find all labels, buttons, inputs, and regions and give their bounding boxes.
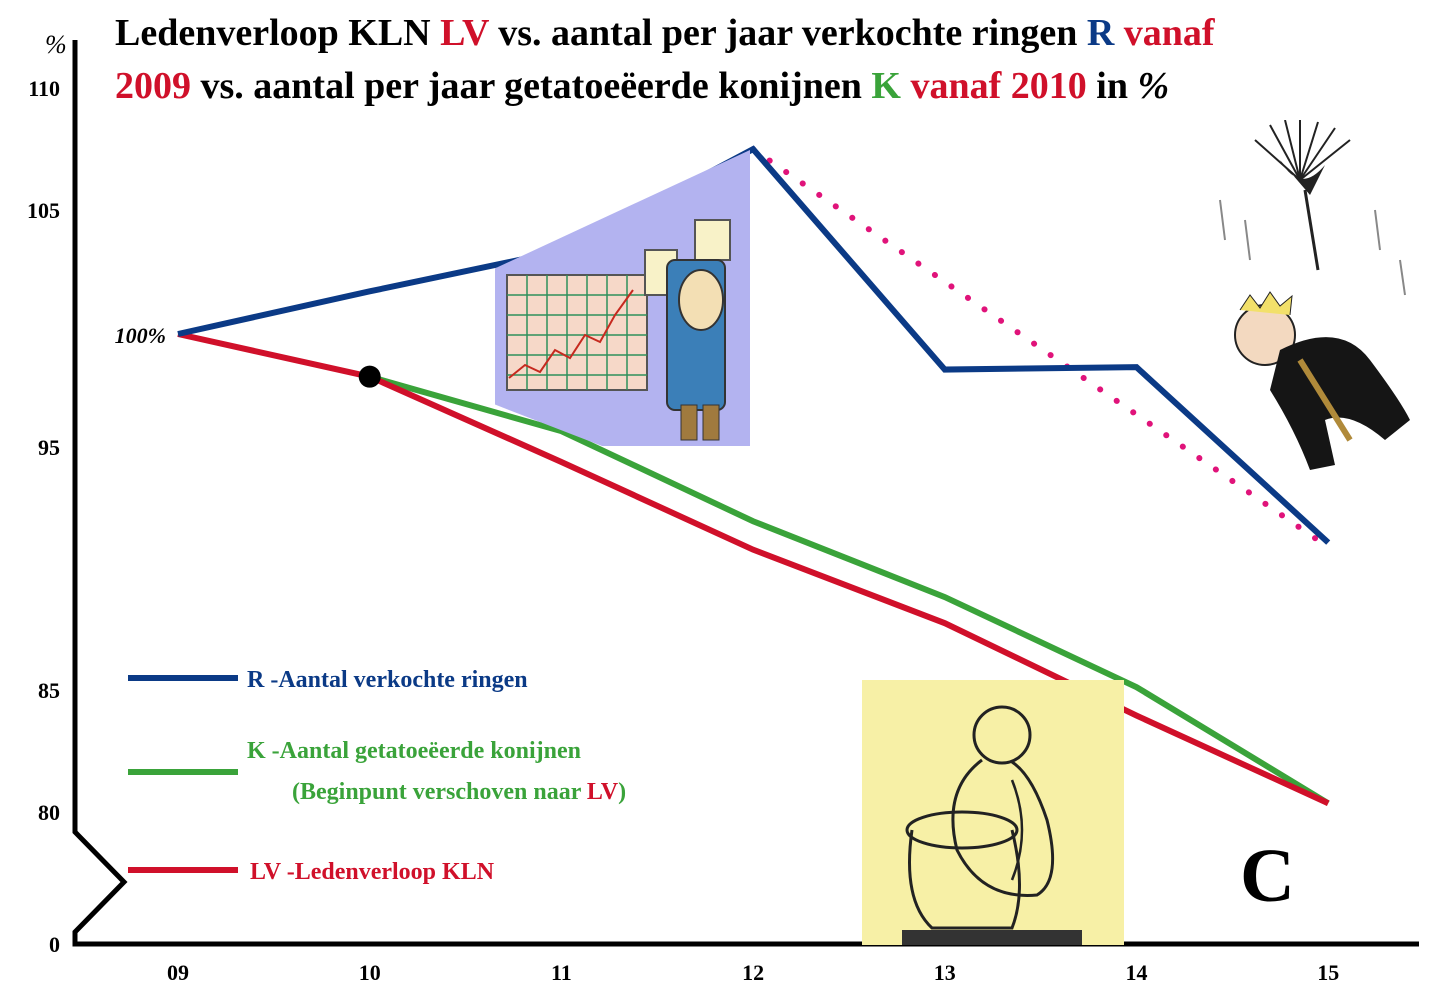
series-line-r <box>177 145 1331 545</box>
cartoon-thinker-illustration <box>862 680 1124 945</box>
trend-dotted-line <box>750 146 1332 551</box>
y-tick-label: 100% <box>115 323 166 348</box>
start-point-marker <box>358 365 381 388</box>
chart-axes <box>72 40 1419 947</box>
chart-title-line-2-part-4: in <box>1087 65 1138 107</box>
chart-title-line-2-part-2: K <box>871 65 901 107</box>
chart-title-line-2-part-0: 2009 <box>115 65 191 107</box>
x-tick-label: 11 <box>551 960 572 985</box>
x-tick-label: 10 <box>359 960 381 985</box>
series-line-lv <box>177 331 1330 806</box>
legend-sublabel: (Beginpunt verschoven naar LV) <box>292 779 626 805</box>
cartoon-falling-man-umbrella-illustration <box>1200 119 1429 490</box>
y-tick-label: 85 <box>38 678 60 703</box>
x-tick-label: 13 <box>934 960 956 985</box>
legend-sublabel-part-2: ) <box>618 779 626 805</box>
legend-label: LV -Ledenverloop KLN <box>250 859 495 885</box>
y-tick-label: 105 <box>27 198 60 223</box>
chart-title-line-1: Ledenverloop KLN LV vs. aantal per jaar … <box>115 12 1216 54</box>
x-axis-ticks: 09 10 11 12 13 14 15 <box>167 960 1339 985</box>
legend-sublabel-part-1: LV <box>587 779 619 805</box>
chart-title: Ledenverloop KLN LV vs. aantal per jaar … <box>115 12 1216 107</box>
y-tick-label: 110 <box>28 76 60 101</box>
chart-title-line-1-part-2: vs. aantal per jaar verkochte ringen <box>489 12 1087 54</box>
chart-title-line-1-part-4: vanaf <box>1114 12 1216 54</box>
chart-annotation-c: C <box>1240 834 1295 918</box>
x-tick-label: 12 <box>742 960 764 985</box>
y-tick-label: 80 <box>38 800 60 825</box>
legend-label: K -Aantal getatoeëerde konijnen <box>247 738 581 764</box>
x-tick-label: 09 <box>167 960 189 985</box>
x-tick-label: 14 <box>1126 960 1148 985</box>
series-line-k <box>368 373 1330 806</box>
chart-title-line-2-part-5: % <box>1137 65 1169 107</box>
y-tick-label: 0 <box>49 932 60 957</box>
chart-title-line-1-part-0: Ledenverloop KLN <box>115 12 440 54</box>
chart-title-line-2: 2009 vs. aantal per jaar getatoeëerde ko… <box>115 65 1169 107</box>
y-axis-unit: % <box>45 30 67 59</box>
chart-title-line-2-part-3: vanaf 2010 <box>901 65 1087 107</box>
y-tick-label: 95 <box>38 435 60 460</box>
chart-title-line-2-part-1: vs. aantal per jaar getatoeëerde konijne… <box>191 65 871 107</box>
legend-sublabel-part-0: (Beginpunt verschoven naar <box>292 779 587 805</box>
series-lines <box>177 145 1332 806</box>
x-tick-label: 15 <box>1317 960 1339 985</box>
legend-label: R -Aantal verkochte ringen <box>247 667 528 693</box>
chart-legend: R -Aantal verkochte ringen K -Aantal geta… <box>128 667 626 885</box>
y-axis-ticks: 110 105 100% 95 85 80 0 <box>27 76 166 957</box>
chart-title-line-1-part-1: LV <box>440 12 490 54</box>
chart-title-line-1-part-3: R <box>1087 12 1115 54</box>
